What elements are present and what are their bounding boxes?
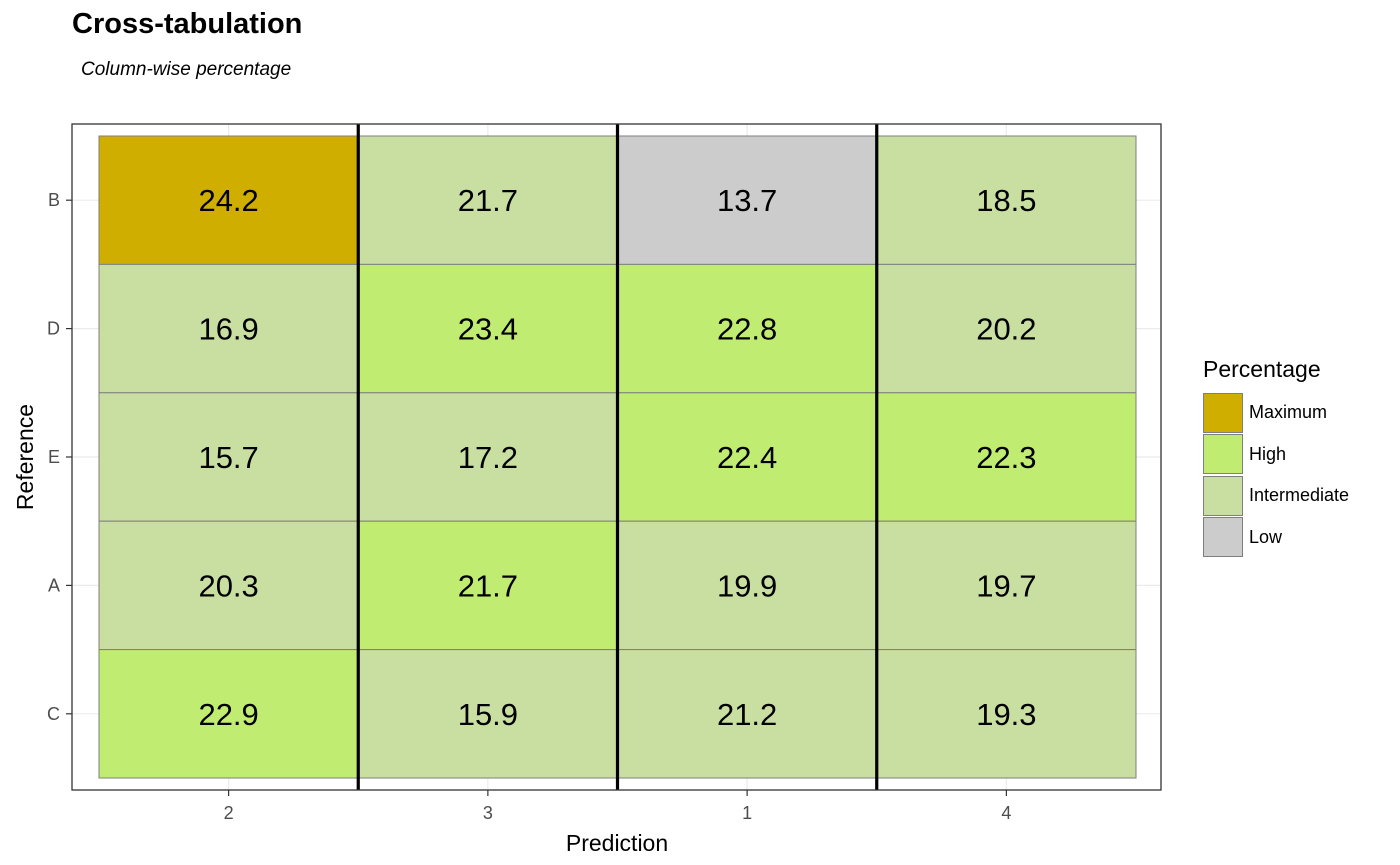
heatmap-cell	[617, 649, 878, 779]
cell-value-label: 20.3	[198, 568, 258, 603]
heatmap-cell	[98, 263, 359, 394]
legend-swatch	[1203, 392, 1243, 433]
heatmap-cell	[98, 135, 359, 265]
cell-value-label: 21.7	[458, 183, 518, 218]
legend-swatch	[1203, 434, 1243, 475]
chart-subtitle: Column-wise percentage	[81, 59, 292, 80]
heatmap-cell	[357, 392, 618, 522]
heatmap-cell	[617, 520, 878, 651]
cell-value-label: 19.3	[976, 697, 1036, 732]
heatmap-cell	[876, 135, 1137, 265]
legend-label: Maximum	[1249, 402, 1328, 423]
cell-value-label: 16.9	[198, 312, 258, 347]
y-tick-label: B	[48, 190, 60, 210]
heatmap-cell	[876, 649, 1137, 779]
cell-value-label: 18.5	[976, 183, 1036, 218]
cell-value-label: 22.3	[976, 440, 1036, 475]
cell-value-label: 21.7	[458, 568, 518, 603]
legend: Percentage Maximum High Intermediate Low	[1203, 356, 1349, 558]
cell-value-label: 15.9	[458, 697, 518, 732]
x-tick-label: 2	[224, 803, 234, 823]
y-tick-label: D	[47, 319, 60, 339]
legend-swatch	[1203, 517, 1243, 558]
legend-item: Intermediate	[1203, 475, 1349, 517]
heatmap-cell	[98, 649, 359, 779]
legend-item: High	[1203, 434, 1349, 476]
heatmap-cell	[876, 263, 1137, 394]
x-tick-label: 4	[1001, 803, 1011, 823]
chart-title: Cross-tabulation	[72, 8, 303, 40]
legend-item: Low	[1203, 517, 1349, 559]
cell-value-label: 24.2	[198, 183, 258, 218]
column-separators	[356, 124, 879, 790]
heatmap-cells	[98, 135, 1137, 779]
heatmap-cell	[357, 263, 618, 394]
cell-value-label: 22.8	[717, 312, 777, 347]
legend-title: Percentage	[1203, 356, 1321, 382]
heatmap-cell	[876, 520, 1137, 651]
cell-value-label: 17.2	[458, 440, 518, 475]
cell-value-label: 23.4	[458, 312, 518, 347]
cell-value-label: 15.7	[198, 440, 258, 475]
y-tick-label: A	[48, 575, 60, 595]
cell-value-label: 22.4	[717, 440, 777, 475]
legend-swatch	[1203, 475, 1243, 516]
cell-value-label: 20.2	[976, 312, 1036, 347]
legend-label: Low	[1249, 526, 1283, 547]
y-tick-label: C	[47, 704, 60, 724]
heatmap-cell	[357, 649, 618, 779]
axes: 2 3 1 4 B D E A C	[47, 190, 1011, 823]
legend-items: Maximum High Intermediate Low	[1203, 392, 1349, 558]
heatmap-cell	[876, 392, 1137, 522]
x-tick-label: 3	[483, 803, 493, 823]
cell-value-labels: 24.2 21.7 13.7 18.5 16.9 23.4 22.8 20.2 15.7 17.2…	[198, 183, 1036, 732]
legend-label: High	[1249, 443, 1287, 464]
cell-value-label: 22.9	[198, 697, 258, 732]
heatmap-cell	[357, 520, 618, 651]
heatmap-cell	[98, 392, 359, 522]
heatmap-cell	[617, 392, 878, 522]
y-axis-title: Reference	[12, 404, 38, 510]
y-tick-label: E	[48, 447, 60, 467]
x-axis-title: Prediction	[566, 830, 668, 856]
cell-value-label: 21.2	[717, 697, 777, 732]
cell-value-label: 19.9	[717, 568, 777, 603]
heatmap-cell	[98, 520, 359, 651]
cell-value-label: 19.7	[976, 568, 1036, 603]
legend-label: Intermediate	[1249, 485, 1350, 506]
legend-item: Maximum	[1203, 392, 1349, 434]
cell-value-label: 13.7	[717, 183, 777, 218]
x-tick-label: 1	[742, 803, 752, 823]
